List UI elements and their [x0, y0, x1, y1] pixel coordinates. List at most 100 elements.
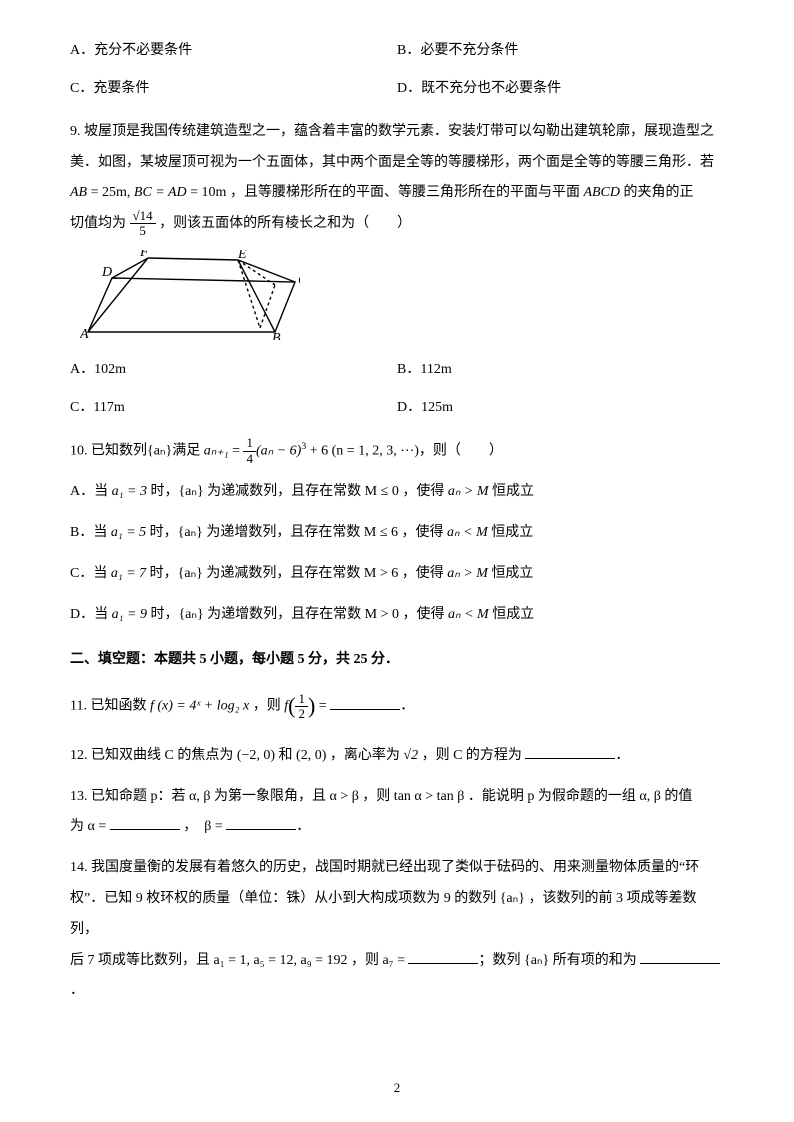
lparen: (: [288, 693, 295, 718]
q9-options-row2: C．117m D．125m: [70, 397, 724, 419]
page-number: 2: [0, 1080, 794, 1096]
mid: 时，{aₙ} 为递减数列，且存在常数 M > 6 ，使得: [146, 566, 447, 581]
text: 125m: [421, 400, 453, 415]
frac-half: 12: [295, 692, 308, 722]
text: 必要不充分条件: [420, 43, 518, 58]
frac-1-4: 14: [243, 436, 256, 466]
pentahedron-svg: A B C D E F: [80, 250, 300, 340]
eq: =: [229, 443, 244, 458]
t: 满足: [172, 443, 204, 458]
label: B．: [397, 43, 420, 58]
pre: 当: [93, 566, 111, 581]
q10-option-C: C．当 a₁ = 7 时，{aₙ} 为递减数列，且存在常数 M > 6 ，使得 …: [70, 559, 724, 590]
a1: a₁ = 9: [112, 607, 147, 622]
frac-sqrt14-5: √145: [130, 209, 156, 239]
cond: aₙ < M: [447, 525, 488, 540]
rhs2: + 6 (n = 1, 2, 3, ⋯)，则（ ）: [306, 443, 503, 458]
text: 充要条件: [93, 81, 149, 96]
q9-BCAD: BC = AD: [134, 185, 187, 200]
label-A: A: [80, 327, 89, 340]
q10-option-B: B．当 a₁ = 5 时，{aₙ} 为递增数列，且存在常数 M ≤ 6 ，使得 …: [70, 518, 724, 549]
q8-option-C: C．充要条件: [70, 78, 397, 100]
q9-option-B: B．112m: [397, 359, 724, 381]
blank-a7: [408, 949, 478, 964]
q8-option-A: A．充分不必要条件: [70, 40, 397, 62]
q10-num: 10.: [70, 443, 91, 458]
q9-AB: AB: [70, 185, 87, 200]
period: ．: [615, 748, 629, 763]
label-D: D: [101, 265, 112, 280]
q13: 13. 已知命题 p：若 α, β 为第一象限角，且 α > β ，则 tan …: [70, 782, 724, 844]
post: 恒成立: [489, 607, 535, 622]
post: 恒成立: [489, 484, 535, 499]
page: A．充分不必要条件 B．必要不充分条件 C．充要条件 D．既不充分也不必要条件 …: [0, 0, 794, 1122]
t: ，则该五面体的所有棱长之和为（ ）: [156, 216, 412, 231]
seq: {aₙ}: [147, 443, 172, 458]
q9-line1: 坡屋顶是我国传统建筑造型之一，蕴含着丰富的数学元素．安装灯带可以勾勒出建筑轮廓，…: [84, 124, 714, 139]
blank-beta: [226, 815, 296, 830]
pre: 当: [94, 484, 112, 499]
q9: 9. 坡屋顶是我国传统建筑造型之一，蕴含着丰富的数学元素．安装灯带可以勾勒出建筑…: [70, 117, 724, 240]
fx: f (x) = 4ˣ + log₂ x: [150, 699, 249, 714]
period: ．: [296, 819, 310, 834]
t: 切值均为: [70, 216, 130, 231]
a1: a₁ = 3: [112, 484, 147, 499]
den: 5: [130, 224, 156, 238]
label: D．: [397, 81, 421, 96]
q8-option-B: B．必要不充分条件: [397, 40, 724, 62]
t: 已知命题 p：若 α, β 为第一象限角，且 α > β ，则 tan α > …: [91, 789, 692, 804]
t: 后 7 项成等比数列，且 a₁ = 1, a₅ = 12, a₉ = 192 ，…: [70, 953, 408, 968]
label: A．: [70, 43, 94, 58]
d: 4: [243, 452, 256, 466]
period: ．: [400, 699, 414, 714]
t: ， β =: [180, 819, 227, 834]
lhs: aₙ₊₁: [204, 443, 229, 458]
q12: 12. 已知双曲线 C 的焦点为 (−2, 0) 和 (2, 0) ，离心率为 …: [70, 741, 724, 772]
text: 112m: [420, 362, 451, 377]
q8-options-row2: C．充要条件 D．既不充分也不必要条件: [70, 78, 724, 100]
t: 为 α =: [70, 819, 110, 834]
t: 已知函数: [90, 699, 150, 714]
q14-num: 14.: [70, 860, 91, 875]
period: ．: [70, 983, 84, 998]
cond: aₙ < M: [448, 607, 489, 622]
q9-options-row1: A．102m B．112m: [70, 359, 724, 381]
label-F: F: [139, 250, 149, 260]
blank: [330, 695, 400, 710]
t: 的夹角的正: [620, 185, 694, 200]
q9-option-C: C．117m: [70, 397, 397, 419]
q11-num: 11.: [70, 699, 90, 714]
post: 恒成立: [488, 566, 534, 581]
rhs1: (aₙ − 6): [256, 443, 301, 458]
t: ，则: [249, 699, 284, 714]
t: 我国度量衡的发展有着悠久的历史，战国时期就已经出现了类似于砝码的、用来测量物体质…: [91, 860, 699, 875]
section2-heading: 二、填空题：本题共 5 小题，每小题 5 分，共 25 分．: [70, 648, 724, 668]
q10-option-D: D．当 a₁ = 9 时，{aₙ} 为递增数列，且存在常数 M > 0 ，使得 …: [70, 600, 724, 631]
t: = 25m,: [87, 185, 134, 200]
label: C．: [70, 81, 93, 96]
t: = 10m ，且等腰梯形所在的平面、等腰三角形所在的平面与平面: [187, 185, 584, 200]
t: 权”．已知 9 枚环权的质量（单位：铢）从小到大构成项数为 9 的数列 {aₙ}…: [70, 891, 696, 937]
post: 恒成立: [488, 525, 534, 540]
n: 1: [243, 436, 256, 451]
sqrt2: √2: [403, 748, 418, 763]
mid: 时，{aₙ} 为递增数列，且存在常数 M > 0 ，使得: [147, 607, 448, 622]
d: 2: [295, 707, 308, 721]
a1: a₁ = 5: [111, 525, 146, 540]
blank-alpha: [110, 815, 180, 830]
t: ；数列 {aₙ} 所有项的和为: [478, 953, 640, 968]
q8-option-D: D．既不充分也不必要条件: [397, 78, 724, 100]
text: 117m: [93, 400, 124, 415]
t: ，则 C 的方程为: [418, 748, 525, 763]
q13-num: 13.: [70, 789, 91, 804]
q9-option-D: D．125m: [397, 397, 724, 419]
q9-option-A: A．102m: [70, 359, 397, 381]
pre: 当: [94, 607, 112, 622]
mid: 时，{aₙ} 为递减数列，且存在常数 M ≤ 0 ，使得: [147, 484, 448, 499]
t: 已知双曲线 C 的焦点为 (−2, 0) 和 (2, 0) ，离心率为: [91, 748, 403, 763]
q10-option-A: A．当 a₁ = 3 时，{aₙ} 为递减数列，且存在常数 M ≤ 0 ，使得 …: [70, 477, 724, 508]
blank-sum: [640, 949, 720, 964]
q12-num: 12.: [70, 748, 91, 763]
q9-num: 9.: [70, 124, 84, 139]
blank: [525, 744, 615, 759]
